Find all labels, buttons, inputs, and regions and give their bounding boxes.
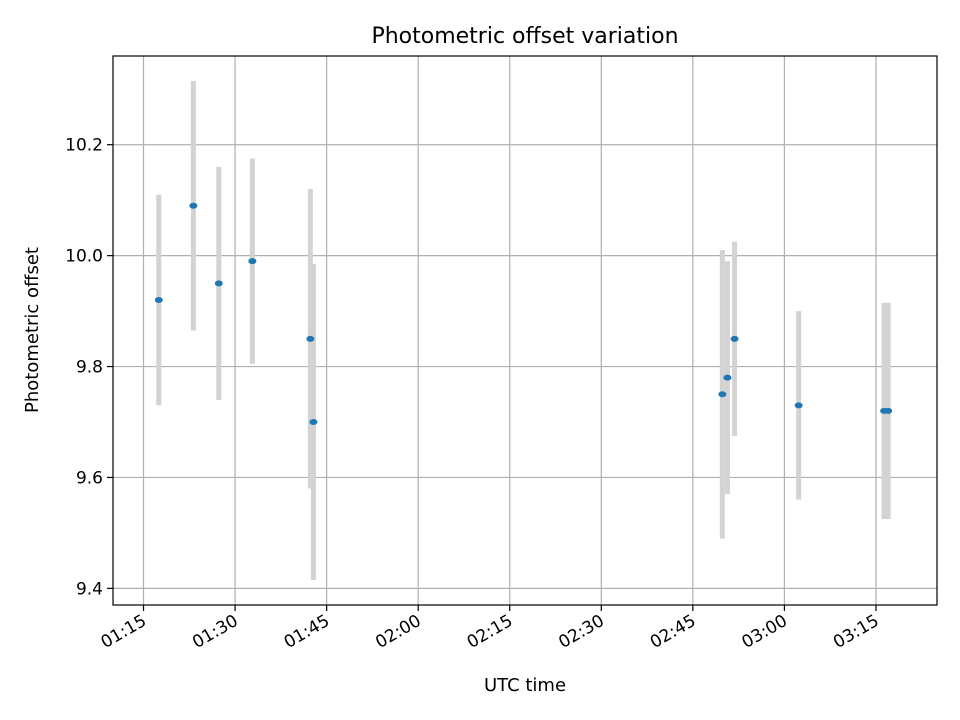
data-point bbox=[730, 335, 739, 342]
y-tick-label: 9.6 bbox=[76, 468, 103, 488]
chart-title: Photometric offset variation bbox=[371, 24, 678, 49]
y-axis-label: Photometric offset bbox=[22, 247, 43, 413]
y-tick-label: 10.2 bbox=[65, 136, 103, 156]
data-point bbox=[248, 258, 257, 265]
plot-frame bbox=[112, 55, 938, 606]
y-tick-label: 10.0 bbox=[65, 247, 103, 267]
x-axis-label: UTC time bbox=[484, 675, 566, 696]
data-point bbox=[154, 297, 163, 303]
data-point bbox=[309, 419, 318, 425]
y-axis-ticks: 9.4 9.6 9.8 10.0 10.2 bbox=[65, 136, 113, 599]
data-point bbox=[189, 202, 198, 209]
data-points bbox=[154, 202, 893, 425]
y-tick-label: 9.8 bbox=[76, 358, 103, 378]
data-point bbox=[306, 335, 315, 342]
data-point bbox=[723, 374, 732, 381]
y-tick-label: 9.4 bbox=[76, 579, 103, 599]
data-point bbox=[884, 407, 893, 414]
data-point bbox=[794, 402, 803, 409]
data-point bbox=[718, 391, 727, 398]
data-point bbox=[214, 280, 223, 287]
